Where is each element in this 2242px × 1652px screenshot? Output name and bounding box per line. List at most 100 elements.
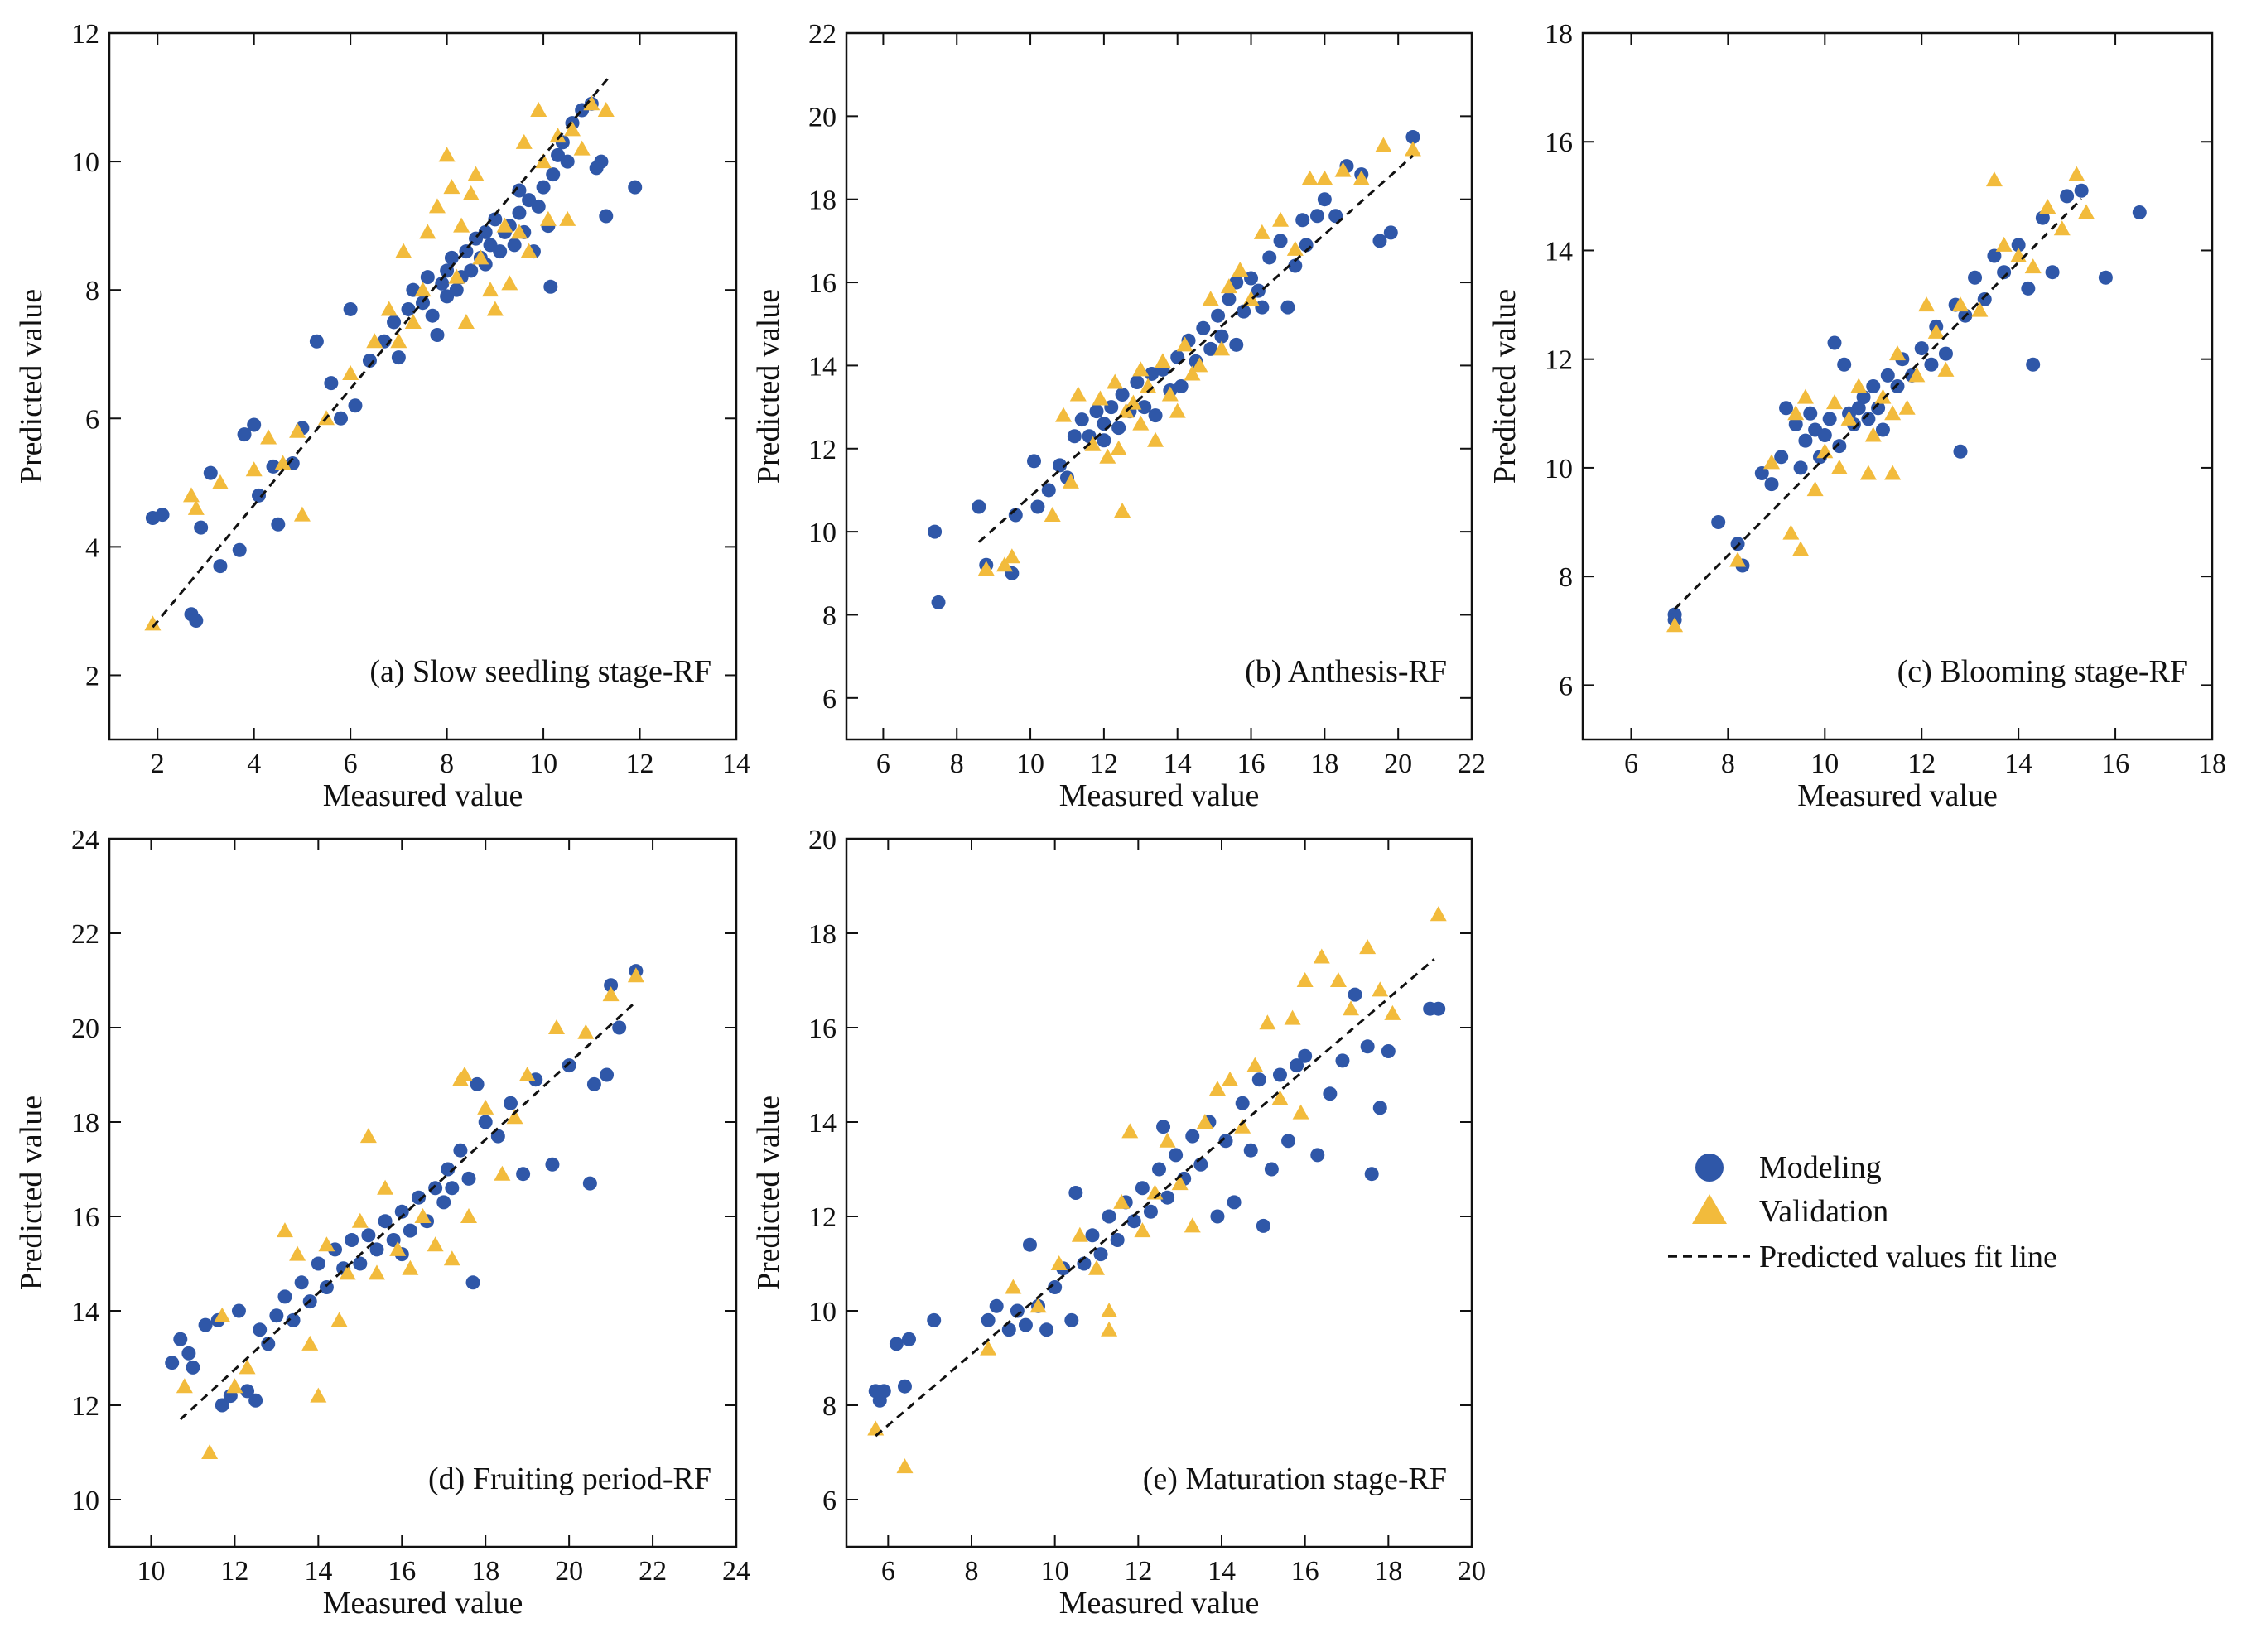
panel-e-validation-point bbox=[1088, 1259, 1105, 1275]
panel-b-modeling-point bbox=[1280, 300, 1295, 315]
panel-e-modeling-point bbox=[1272, 1067, 1287, 1082]
panel-a-validation-point bbox=[515, 133, 533, 149]
panel-c-modeling-point bbox=[1774, 450, 1789, 465]
panel-e-modeling-point bbox=[897, 1379, 912, 1394]
panel-b-ytick-label: 22 bbox=[808, 19, 837, 50]
panel-d-ytick-label: 18 bbox=[71, 1108, 99, 1139]
legend-validation-label: Validation bbox=[1759, 1194, 1888, 1229]
panel-b-modeling-point bbox=[1262, 250, 1277, 265]
panel-a-validation-point bbox=[539, 210, 557, 226]
panel-d-validation-point bbox=[494, 1165, 511, 1181]
panel-a-modeling-point bbox=[536, 180, 551, 195]
panel-a-xtick-label: 2 bbox=[151, 749, 165, 779]
panel-b-validation-point bbox=[1334, 161, 1352, 177]
panel-c-modeling-point bbox=[1793, 460, 1808, 475]
panel-e-modeling-point bbox=[1048, 1280, 1063, 1294]
panel-e-modeling-point bbox=[1251, 1072, 1266, 1087]
panel-e-modeling-point bbox=[889, 1337, 904, 1351]
panel-c-validation-point bbox=[1763, 454, 1780, 470]
panel-a-validation-point bbox=[462, 185, 480, 200]
panel-a-modeling-point bbox=[343, 301, 358, 316]
panel-a-modeling-point bbox=[512, 205, 527, 220]
panel-d-validation-point bbox=[351, 1212, 369, 1228]
panel-c-validation-point bbox=[2039, 198, 2056, 214]
panel-a-modeling-point bbox=[194, 520, 209, 535]
panel-e-modeling-point bbox=[989, 1298, 1004, 1313]
panel-b-validation-point bbox=[1286, 240, 1304, 256]
panel-c-modeling-point bbox=[1798, 433, 1813, 448]
panel-b-xtick-label: 8 bbox=[950, 749, 964, 779]
panel-d-fit-line bbox=[179, 1000, 637, 1421]
panel-d-modeling-point bbox=[353, 1256, 368, 1271]
panel-d-title: (d) Fruiting period-RF bbox=[428, 1462, 711, 1496]
panel-e-modeling-point bbox=[1152, 1162, 1166, 1177]
panel-a-modeling-point bbox=[401, 301, 416, 316]
panel-b-validation-point bbox=[1092, 390, 1109, 406]
panel-d-xtick-label: 22 bbox=[639, 1556, 667, 1587]
panel-d-frame bbox=[108, 837, 738, 1548]
legend-validation-marker bbox=[1692, 1194, 1727, 1224]
panel-e-validation-point bbox=[1029, 1298, 1047, 1313]
panel-a-validation-point bbox=[583, 95, 600, 111]
panel-c-modeling-point bbox=[1764, 477, 1779, 492]
panel-b-xtick-label: 14 bbox=[1164, 749, 1192, 779]
panel-c-modeling-point bbox=[1924, 357, 1939, 372]
panel-e-validation-point bbox=[1284, 1009, 1301, 1025]
panel-e-validation-point bbox=[1296, 972, 1314, 987]
panel-e-title: (e) Maturation stage-RF bbox=[1143, 1462, 1447, 1496]
panel-a-modeling-point bbox=[599, 209, 614, 224]
panel-e-modeling-point bbox=[1364, 1167, 1379, 1182]
panel-e-modeling-point bbox=[1068, 1186, 1083, 1200]
panel-b-fit-line bbox=[977, 154, 1414, 543]
panel-c-fit-line bbox=[1674, 198, 2083, 610]
panel-b-validation-point bbox=[1107, 373, 1124, 389]
panel-b-xtick-label: 20 bbox=[1384, 749, 1412, 779]
panel-b-validation-point bbox=[1301, 170, 1319, 185]
panel-d-modeling-point bbox=[277, 1289, 292, 1304]
panel-a-ytick-label: 2 bbox=[85, 661, 99, 691]
panel-a-validation-point bbox=[274, 455, 292, 470]
panel-d-validation-point bbox=[456, 1067, 473, 1081]
panel-b-modeling-point bbox=[1251, 283, 1266, 298]
panel-c-modeling-point bbox=[2060, 189, 2075, 204]
panel-d-modeling-point bbox=[461, 1171, 476, 1186]
panel-c-validation-point bbox=[1889, 345, 1906, 361]
panel-b-modeling-point bbox=[1273, 234, 1288, 248]
panel-b-validation-point bbox=[1125, 394, 1142, 410]
panel-b-validation-point bbox=[1184, 365, 1201, 381]
panel-b-modeling-point bbox=[1030, 499, 1045, 514]
panel-b-modeling-point bbox=[928, 524, 943, 539]
panel-b-modeling-point bbox=[1222, 291, 1237, 306]
panel-c-validation-point bbox=[1792, 541, 1810, 556]
panel-a-modeling-point bbox=[309, 334, 324, 349]
panel-b-validation-point bbox=[1099, 448, 1116, 464]
panel-c-xtick-label: 16 bbox=[2101, 749, 2129, 779]
panel-b-modeling-point bbox=[1148, 408, 1163, 423]
panel-d-modeling-point bbox=[248, 1393, 263, 1408]
panel-a-validation-point bbox=[390, 333, 407, 349]
panel-e-validation-point bbox=[1222, 1071, 1239, 1086]
panel-a-validation-point bbox=[448, 268, 465, 284]
panel-e-modeling-point bbox=[876, 1384, 891, 1399]
panel-d-modeling-point bbox=[165, 1356, 180, 1370]
panel-d-xlabel: Measured value bbox=[323, 1586, 523, 1621]
panel-b-validation-point bbox=[1404, 141, 1421, 157]
panel-e-modeling-point bbox=[1335, 1053, 1350, 1068]
panel-d-modeling-point bbox=[253, 1322, 268, 1337]
panel-d-modeling-point bbox=[441, 1162, 456, 1177]
panel-b-validation-point bbox=[1272, 211, 1290, 227]
panel-e-validation-point bbox=[1196, 1114, 1213, 1129]
panel-e-fit-line bbox=[875, 958, 1435, 1438]
panel-b-validation-point bbox=[1069, 386, 1087, 402]
panel-e-validation-point bbox=[1101, 1321, 1118, 1337]
panel-c-modeling-point bbox=[2026, 357, 2041, 372]
panel-b-validation-point bbox=[1062, 473, 1079, 489]
panel-d-modeling-point bbox=[582, 1176, 597, 1191]
panel-d-modeling-point bbox=[586, 1076, 601, 1091]
panel-c-validation-point bbox=[1952, 296, 1969, 312]
panel-d-modeling-point bbox=[612, 1020, 627, 1035]
panel-e-modeling-point bbox=[1235, 1096, 1250, 1110]
legend: Modeling Validation Predicted values fit… bbox=[1668, 1150, 2057, 1274]
panel-e-modeling-point bbox=[1360, 1039, 1375, 1054]
panel-e-validation-point bbox=[1159, 1132, 1176, 1148]
